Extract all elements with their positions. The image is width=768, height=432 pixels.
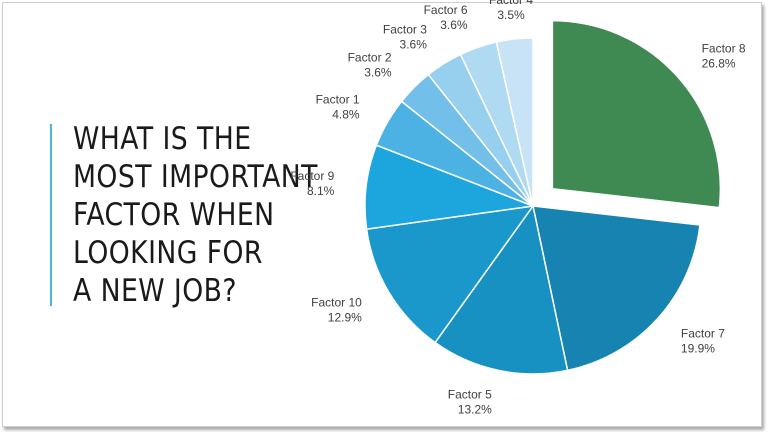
title-line: MOST IMPORTANT bbox=[73, 159, 318, 195]
slice-label-value: 3.6% bbox=[440, 18, 468, 32]
slice-label: Factor 10 12.9% bbox=[311, 295, 362, 324]
slice-label-name: Factor 3 bbox=[383, 22, 427, 36]
pie-slice-factor-5 bbox=[434, 204, 569, 375]
slice-label: Factor 2 3.6% bbox=[348, 51, 392, 80]
slice-label: Factor 4 3.5% bbox=[489, 0, 533, 22]
slice-label-name: Factor 7 bbox=[681, 327, 725, 341]
title-line: A NEW JOB? bbox=[73, 273, 237, 309]
title-line: FACTOR WHEN bbox=[73, 197, 275, 233]
slice-label-name: Factor 1 bbox=[316, 92, 360, 106]
slice-label-name: Factor 5 bbox=[448, 388, 492, 402]
slice-label-value: 4.8% bbox=[332, 107, 360, 121]
slice-label-name: Factor 9 bbox=[290, 169, 334, 183]
slide-title: WHAT IS THE MOST IMPORTANT FACTOR WHEN L… bbox=[73, 120, 318, 310]
slice-label-name: Factor 4 bbox=[489, 0, 533, 7]
slice-label-name: Factor 2 bbox=[348, 51, 392, 65]
title-accent-bar bbox=[50, 124, 52, 306]
pie-slice-factor-7 bbox=[532, 205, 701, 372]
slice-label-value: 12.9% bbox=[328, 310, 362, 324]
slice-label: Factor 6 3.6% bbox=[424, 3, 468, 32]
slice-label: Factor 7 19.9% bbox=[681, 327, 725, 356]
slice-label-value: 3.5% bbox=[497, 8, 525, 22]
pie-slice-factor-4 bbox=[495, 37, 534, 207]
slice-label: Factor 8 26.8% bbox=[702, 41, 746, 70]
slice-label: Factor 5 13.2% bbox=[448, 388, 492, 417]
slice-label-value: 8.1% bbox=[307, 184, 335, 198]
slice-label-value: 13.2% bbox=[458, 403, 492, 417]
title-line: WHAT IS THE bbox=[73, 121, 252, 157]
slice-label-name: Factor 10 bbox=[311, 295, 362, 309]
slice-label-value: 3.6% bbox=[400, 37, 428, 51]
slice-label-value: 26.8% bbox=[702, 56, 736, 70]
slice-label-name: Factor 6 bbox=[424, 3, 468, 17]
slice-label: Factor 9 8.1% bbox=[290, 169, 334, 198]
pie-slices bbox=[364, 19, 722, 375]
slice-label-value: 19.9% bbox=[681, 342, 715, 356]
slice-label-value: 3.6% bbox=[364, 66, 392, 80]
slice-label: Factor 1 4.8% bbox=[316, 92, 360, 121]
title-line: LOOKING FOR bbox=[73, 235, 263, 271]
slice-label: Factor 3 3.6% bbox=[383, 22, 427, 51]
pie-slice-factor-8 bbox=[551, 19, 722, 209]
pie-slice-factor-10 bbox=[365, 205, 535, 344]
pie-labels: Factor 8 26.8%Factor 7 19.9%Factor 5 13.2%F… bbox=[290, 0, 746, 417]
slice-label-name: Factor 8 bbox=[702, 41, 746, 55]
